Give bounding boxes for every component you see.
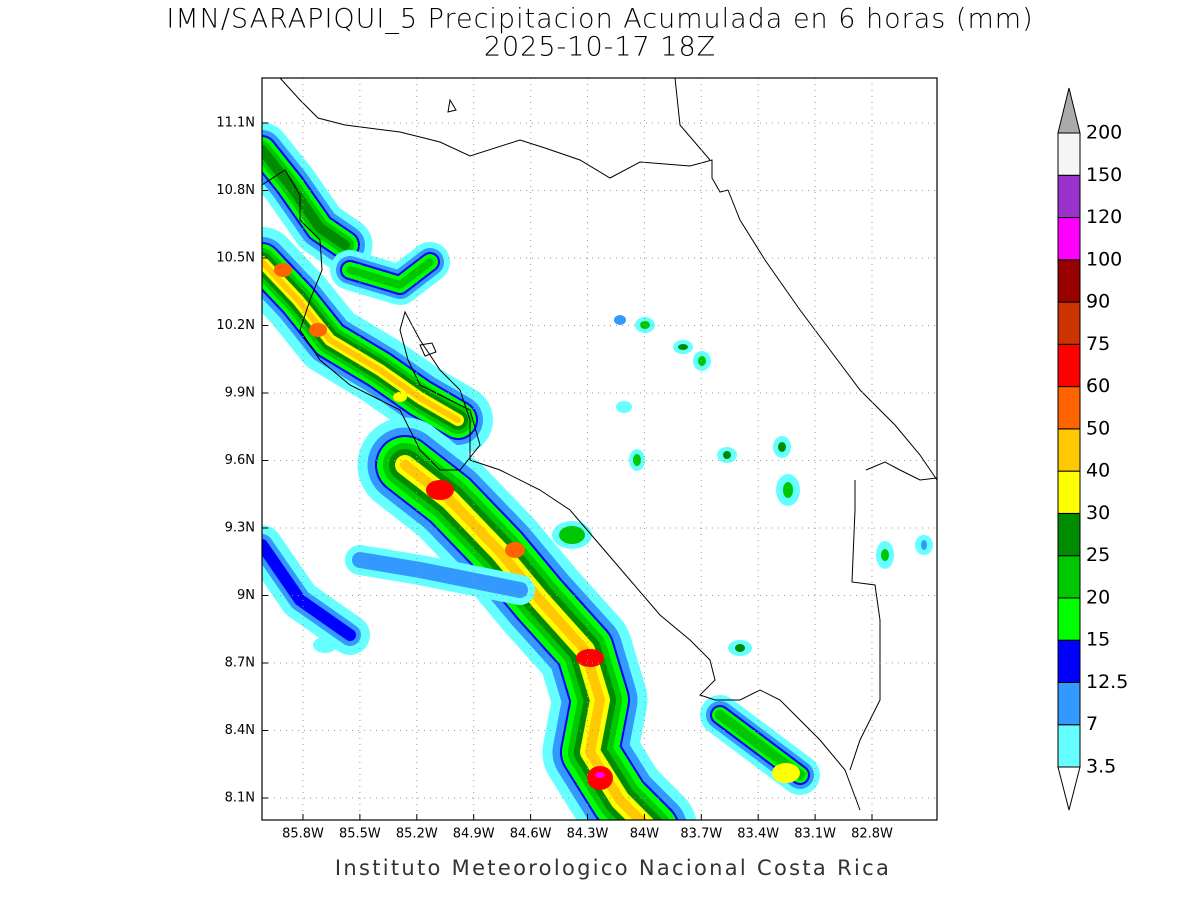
colorbar-label: 7 <box>1086 713 1098 735</box>
colorbar-box <box>1057 428 1081 472</box>
precip-band <box>262 539 356 641</box>
lat-tick-label: 10.2N <box>216 318 255 333</box>
colorbar-label: 40 <box>1086 460 1110 482</box>
colorbar-box <box>1057 470 1081 514</box>
colorbar-label: 30 <box>1086 502 1110 524</box>
colorbar-label: 150 <box>1086 164 1122 186</box>
colorbar-label: 90 <box>1086 291 1110 313</box>
lat-tick-label: 9.3N <box>225 521 255 536</box>
colorbar-box <box>1057 681 1081 726</box>
lat-tick-label: 9.9N <box>225 386 255 401</box>
lat-tick-label: 9N <box>237 588 255 603</box>
colorbar-box <box>1057 639 1081 683</box>
lon-tick-label: 85.2W <box>396 827 438 842</box>
precip-band <box>262 259 461 423</box>
colorbar-label: 12.5 <box>1086 671 1128 693</box>
colorbar-label: 3.5 <box>1086 756 1116 778</box>
precip-band <box>352 552 528 598</box>
colorbar-box <box>1057 555 1081 599</box>
colorbar: 3.5 7 12.5 15 20 25 30 40 50 60 75 90 100 120 150 200 <box>1057 87 1128 811</box>
colorbar-box <box>1057 343 1081 388</box>
precip-band <box>262 145 350 250</box>
lat-tick-label: 10.8N <box>216 183 255 198</box>
colorbar-box <box>1057 217 1081 261</box>
lat-tick-label: 10.5N <box>216 251 255 266</box>
map-field <box>262 78 937 820</box>
colorbar-label: 120 <box>1086 206 1122 228</box>
colorbar-label: 25 <box>1086 544 1110 566</box>
title: IMN/SARAPIQUI_5 Precipitacion Acumulada … <box>166 4 1033 35</box>
colorbar-box <box>1057 301 1081 345</box>
lat-tick-label: 8.1N <box>225 791 255 806</box>
precip-cells <box>274 263 933 790</box>
colorbar-box <box>1057 724 1081 768</box>
colorbar-label: 20 <box>1086 586 1110 608</box>
lon-tick-label: 85.5W <box>339 827 381 842</box>
colorbar-label: 15 <box>1086 629 1110 651</box>
lon-tick-label: 83.7W <box>680 827 722 842</box>
colorbar-over <box>1057 87 1081 134</box>
lon-tick-label: 82.8W <box>851 827 893 842</box>
colorbar-box <box>1057 174 1081 219</box>
colorbar-box <box>1057 386 1081 430</box>
footer: Instituto Meteorologico Nacional Costa R… <box>335 856 891 880</box>
lat-tick-label: 9.6N <box>225 453 255 468</box>
lon-tick-label: 84W <box>630 827 660 842</box>
colorbar-label: 50 <box>1086 417 1110 439</box>
colorbar-label: 100 <box>1086 248 1122 270</box>
lon-tick-label: 84.9W <box>453 827 495 842</box>
colorbar-box <box>1057 512 1081 557</box>
lon-tick-label: 83.4W <box>737 827 779 842</box>
colorbar-label: 200 <box>1086 122 1122 144</box>
subtitle: 2025-10-17 18Z <box>484 32 716 63</box>
graticule: 11.1N 10.8N 10.5N 10.2N 9.9N 9.6N 9.3N 9N 8.7N 8.… <box>216 78 937 842</box>
lon-tick-label: 84.3W <box>567 827 609 842</box>
lat-tick-label: 8.4N <box>225 723 255 738</box>
colorbar-box <box>1057 132 1081 176</box>
colorbar-label: 75 <box>1086 333 1110 355</box>
lat-tick-label: 11.1N <box>216 116 255 131</box>
map-frame <box>261 77 938 821</box>
lon-tick-label: 84.6W <box>510 827 552 842</box>
coastlines <box>262 78 937 811</box>
colorbar-box <box>1057 259 1081 303</box>
precip-band <box>346 258 434 289</box>
colorbar-label: 60 <box>1086 375 1110 397</box>
colorbar-under <box>1057 766 1081 811</box>
colorbar-box <box>1057 597 1081 641</box>
lat-tick-label: 8.7N <box>225 656 255 671</box>
lon-tick-label: 83.1W <box>794 827 836 842</box>
lon-tick-label: 85.8W <box>282 827 324 842</box>
